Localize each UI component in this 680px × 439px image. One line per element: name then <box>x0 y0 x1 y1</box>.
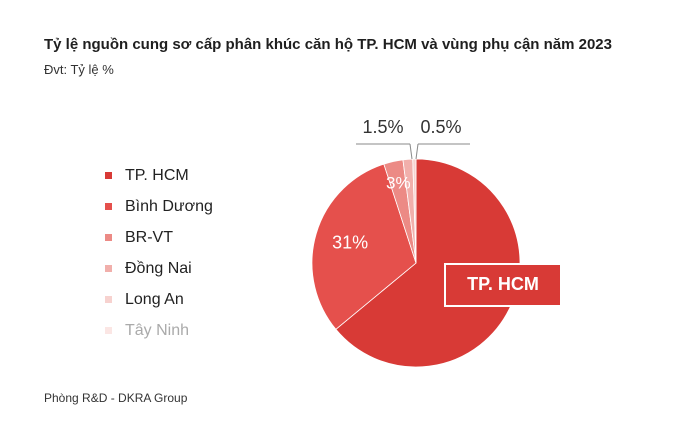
callout-box <box>444 263 562 307</box>
legend-swatch <box>105 265 112 272</box>
callout-label: TP. HCM <box>467 274 539 294</box>
legend-swatch <box>105 172 112 179</box>
legend-label: BR-VT <box>125 228 173 246</box>
legend-swatch <box>105 296 112 303</box>
leader-line <box>415 143 419 160</box>
legend-item: Đồng Nai <box>105 253 213 284</box>
pie-slice <box>335 158 521 368</box>
legend: TP. HCM Bình Dương BR-VT Đồng Nai Long An Tây… <box>105 160 213 346</box>
legend-item: TP. HCM <box>105 160 213 191</box>
legend-swatch <box>105 234 112 241</box>
legend-label: Đồng Nai <box>125 259 192 277</box>
leader-line <box>409 143 413 160</box>
pie-slice <box>311 163 417 330</box>
legend-swatch <box>105 327 112 334</box>
legend-label: Bình Dương <box>125 197 213 215</box>
legend-item: BR-VT <box>105 222 213 253</box>
pie-slice <box>412 158 417 264</box>
data-label: 3% <box>386 173 411 192</box>
data-label: 1.5% <box>362 117 403 137</box>
data-label: 31% <box>332 233 368 253</box>
chart-title: Tỷ lệ nguồn cung sơ cấp phân khúc căn hộ… <box>44 36 612 53</box>
legend-item: Tây Ninh <box>105 315 213 346</box>
legend-item: Long An <box>105 284 213 315</box>
data-label: 0.5% <box>420 117 461 137</box>
source-note: Phòng R&D - DKRA Group <box>44 391 188 405</box>
unit-label: Đvt: Tỷ lệ % <box>44 62 114 77</box>
legend-item: Bình Dương <box>105 191 213 222</box>
legend-label: Long An <box>125 290 184 308</box>
legend-label: Tây Ninh <box>125 321 190 339</box>
legend-label: TP. HCM <box>125 166 189 184</box>
legend-swatch <box>105 203 112 210</box>
